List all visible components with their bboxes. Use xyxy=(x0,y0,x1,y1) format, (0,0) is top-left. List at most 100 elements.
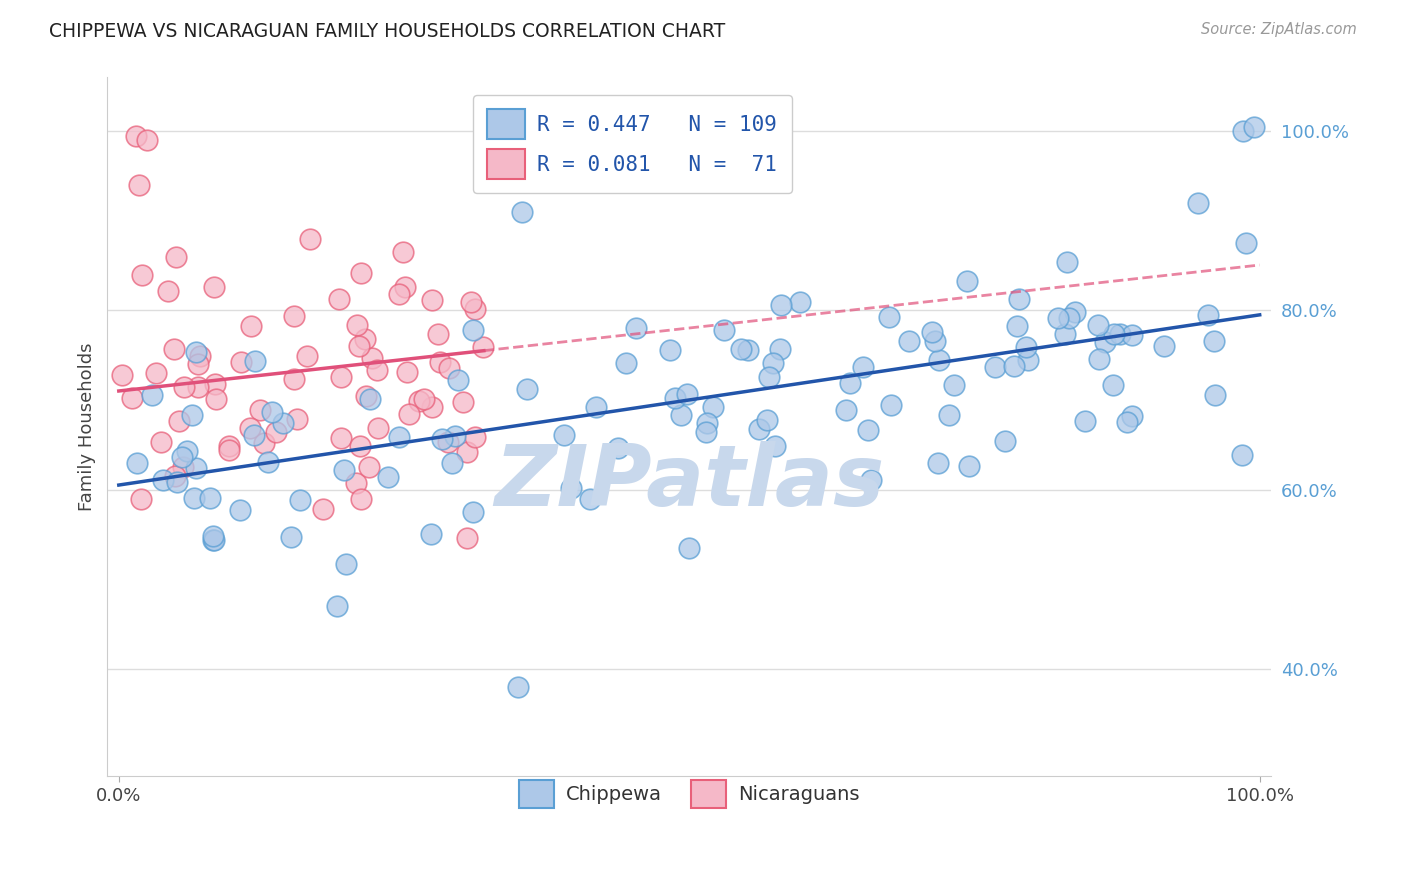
Point xyxy=(1234,236,1257,251)
Point xyxy=(1102,326,1125,341)
Point xyxy=(149,435,172,450)
Point xyxy=(388,430,411,444)
Point xyxy=(280,529,302,543)
Point xyxy=(626,320,648,334)
Point xyxy=(1230,449,1253,463)
Point xyxy=(361,351,384,366)
Point xyxy=(136,133,159,147)
Point xyxy=(366,363,388,377)
Point xyxy=(702,400,724,414)
Point xyxy=(312,502,335,516)
Point xyxy=(243,354,266,368)
Point xyxy=(125,128,148,143)
Point xyxy=(1087,352,1109,367)
Point xyxy=(585,400,607,414)
Point xyxy=(167,414,190,428)
Point xyxy=(172,460,194,475)
Point xyxy=(1121,409,1143,423)
Point xyxy=(1004,359,1026,373)
Point xyxy=(835,403,858,417)
Point xyxy=(328,293,350,307)
Point xyxy=(260,405,283,419)
Point xyxy=(938,408,960,422)
Point xyxy=(131,491,153,506)
Point xyxy=(166,475,188,489)
Point xyxy=(200,491,222,505)
Point xyxy=(295,350,318,364)
Point xyxy=(359,392,381,407)
Point xyxy=(1116,415,1139,429)
Point xyxy=(924,334,946,349)
Point xyxy=(1047,311,1070,326)
Point xyxy=(398,408,420,422)
Point xyxy=(994,434,1017,448)
Point xyxy=(659,343,682,358)
Point xyxy=(413,392,436,406)
Point xyxy=(1007,292,1029,306)
Point xyxy=(202,533,225,547)
Point xyxy=(737,343,759,357)
Point xyxy=(880,398,903,412)
Point xyxy=(170,450,193,464)
Point xyxy=(789,295,811,310)
Point xyxy=(330,431,353,445)
Point xyxy=(441,457,464,471)
Point xyxy=(1015,340,1038,354)
Point xyxy=(202,280,225,294)
Point xyxy=(770,298,793,312)
Point xyxy=(956,274,979,288)
Point xyxy=(898,334,921,348)
Point xyxy=(769,342,792,356)
Point xyxy=(377,470,399,484)
Point xyxy=(606,441,628,455)
Point xyxy=(353,332,375,346)
Point xyxy=(152,473,174,487)
Point xyxy=(111,368,134,383)
Point xyxy=(1108,327,1130,342)
Point xyxy=(388,287,411,301)
Point xyxy=(461,323,484,337)
Point xyxy=(231,355,253,369)
Point xyxy=(395,365,418,379)
Point xyxy=(1094,334,1116,349)
Point xyxy=(553,428,575,442)
Point xyxy=(1121,327,1143,342)
Point xyxy=(229,503,252,517)
Point xyxy=(1243,120,1265,134)
Text: CHIPPEWA VS NICARAGUAN FAMILY HOUSEHOLDS CORRELATION CHART: CHIPPEWA VS NICARAGUAN FAMILY HOUSEHOLDS… xyxy=(49,22,725,41)
Point xyxy=(346,318,368,333)
Point xyxy=(271,416,294,430)
Point xyxy=(392,245,415,260)
Point xyxy=(758,369,780,384)
Point xyxy=(678,541,700,555)
Point xyxy=(350,491,373,506)
Point xyxy=(1056,255,1078,269)
Point xyxy=(927,456,949,470)
Point xyxy=(1063,305,1085,319)
Point xyxy=(696,416,718,430)
Point xyxy=(516,382,538,396)
Point xyxy=(121,391,143,405)
Point xyxy=(748,422,770,436)
Point xyxy=(1197,309,1219,323)
Point xyxy=(921,326,943,340)
Point xyxy=(464,301,486,316)
Point xyxy=(839,376,862,390)
Point xyxy=(437,361,460,376)
Point xyxy=(510,204,533,219)
Point xyxy=(188,349,211,363)
Point xyxy=(460,295,482,310)
Point xyxy=(408,393,430,408)
Point xyxy=(347,339,370,353)
Point xyxy=(330,370,353,384)
Point xyxy=(456,531,478,545)
Text: Source: ZipAtlas.com: Source: ZipAtlas.com xyxy=(1201,22,1357,37)
Point xyxy=(447,373,470,387)
Point xyxy=(560,481,582,495)
Point xyxy=(1204,334,1226,348)
Point xyxy=(333,463,356,477)
Point xyxy=(695,425,717,439)
Point xyxy=(430,432,453,446)
Point xyxy=(1232,124,1254,138)
Point xyxy=(713,323,735,337)
